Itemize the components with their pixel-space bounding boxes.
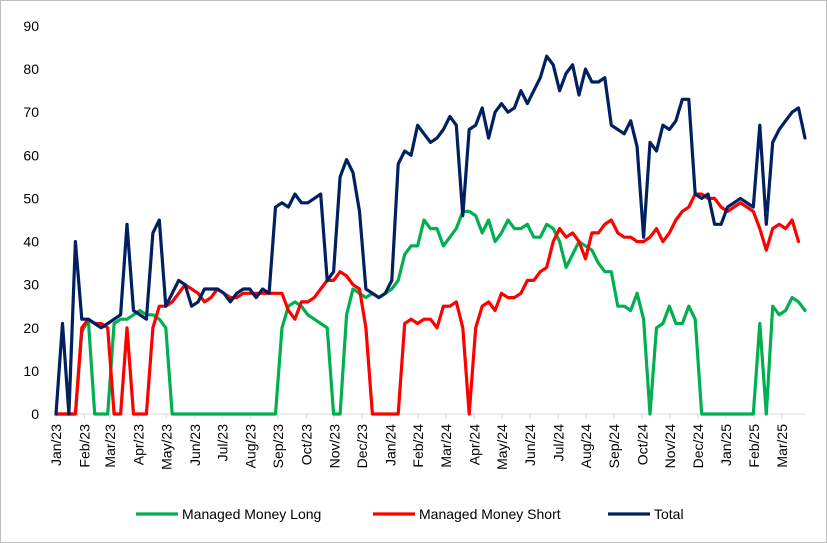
x-tick-label: Sep/23 xyxy=(270,424,286,469)
y-tick-label: 90 xyxy=(23,18,39,34)
legend-label-1: Managed Money Long xyxy=(182,506,321,522)
y-tick-label: 40 xyxy=(23,234,39,250)
y-tick-label: 30 xyxy=(23,277,39,293)
y-tick-label: 10 xyxy=(23,363,39,379)
x-tick-label: Nov/24 xyxy=(662,424,678,469)
series-line-2 xyxy=(54,192,801,416)
x-tick-label: Oct/23 xyxy=(299,424,315,465)
y-tick-label: 50 xyxy=(23,190,39,206)
x-tick-label: Mar/25 xyxy=(774,424,790,468)
x-tick-label: Mar/24 xyxy=(438,424,454,468)
y-tick-label: 60 xyxy=(23,147,39,163)
x-tick-label: Mar/23 xyxy=(102,424,118,468)
x-tick-label: Aug/24 xyxy=(578,424,594,469)
x-tick-label: Feb/25 xyxy=(746,424,762,468)
x-tick-label: Jun/24 xyxy=(522,424,538,466)
legend: Managed Money Long Managed Money Short Tot… xyxy=(136,506,684,522)
series-layer xyxy=(54,54,807,416)
x-tick-label: Apr/23 xyxy=(131,424,147,465)
x-tick-label: Sep/24 xyxy=(606,424,622,469)
legend-label-2: Managed Money Short xyxy=(419,506,561,522)
x-tick-label: Jul/23 xyxy=(215,424,231,462)
x-tick-label: Jul/24 xyxy=(550,424,566,462)
y-tick-label: 70 xyxy=(23,104,39,120)
x-axis: Jan/23 Feb/23 Mar/23 Apr/23 May/23 Jun/23 Jul/… xyxy=(48,414,790,470)
legend-label-3: Total xyxy=(654,506,684,522)
x-tick-label: Jan/23 xyxy=(48,424,64,466)
y-tick-label: 20 xyxy=(23,320,39,336)
x-tick-label: Feb/23 xyxy=(76,424,92,468)
y-tick-label: 80 xyxy=(23,61,39,77)
x-tick-label: Jan/24 xyxy=(382,424,398,466)
x-tick-label: Dec/24 xyxy=(690,424,706,469)
x-tick-label: Jun/23 xyxy=(187,424,203,466)
x-tick-label: Dec/23 xyxy=(354,424,370,469)
x-tick-label: Jan/25 xyxy=(718,424,734,466)
y-tick-label: 0 xyxy=(31,406,39,422)
x-tick-label: May/24 xyxy=(494,424,510,470)
y-axis: 0 10 20 30 40 50 60 70 80 90 xyxy=(23,18,39,422)
x-tick-label: May/23 xyxy=(158,424,174,470)
series-line-1 xyxy=(54,209,807,416)
x-tick-label: Nov/23 xyxy=(326,424,342,469)
x-tick-label: Aug/23 xyxy=(242,424,258,469)
series-line-3 xyxy=(54,54,807,416)
x-tick-label: Feb/24 xyxy=(410,424,426,468)
x-tick-label: Oct/24 xyxy=(634,424,650,465)
x-tick-label: Apr/24 xyxy=(466,424,482,465)
